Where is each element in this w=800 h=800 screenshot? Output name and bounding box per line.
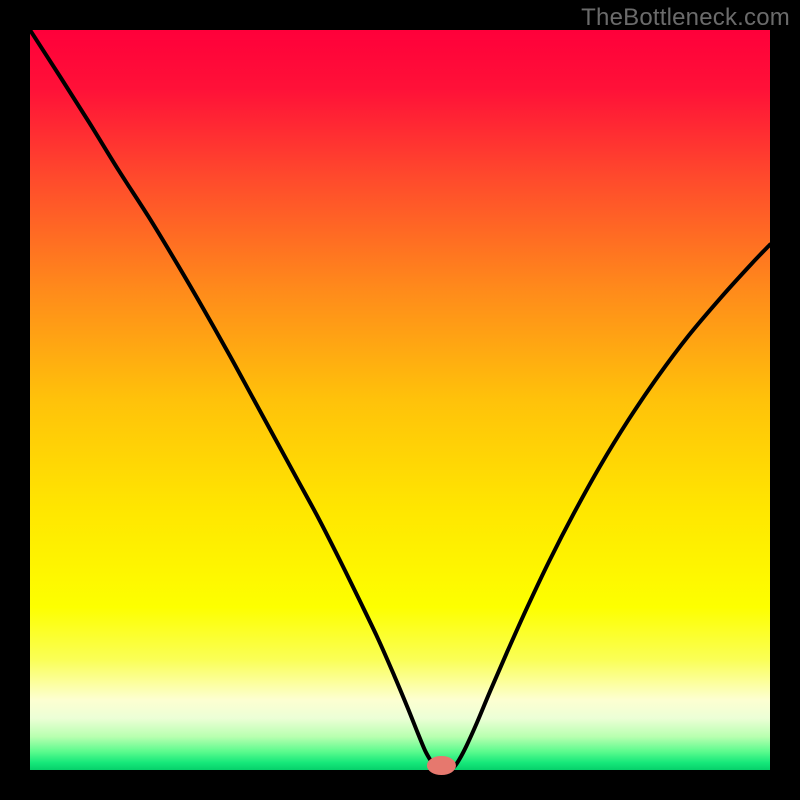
attribution-watermark: TheBottleneck.com (581, 4, 790, 32)
chart-background-gradient (30, 30, 770, 770)
optimal-point-marker (427, 757, 455, 775)
bottleneck-chart-svg (0, 0, 800, 800)
chart-stage: TheBottleneck.com (0, 0, 800, 800)
